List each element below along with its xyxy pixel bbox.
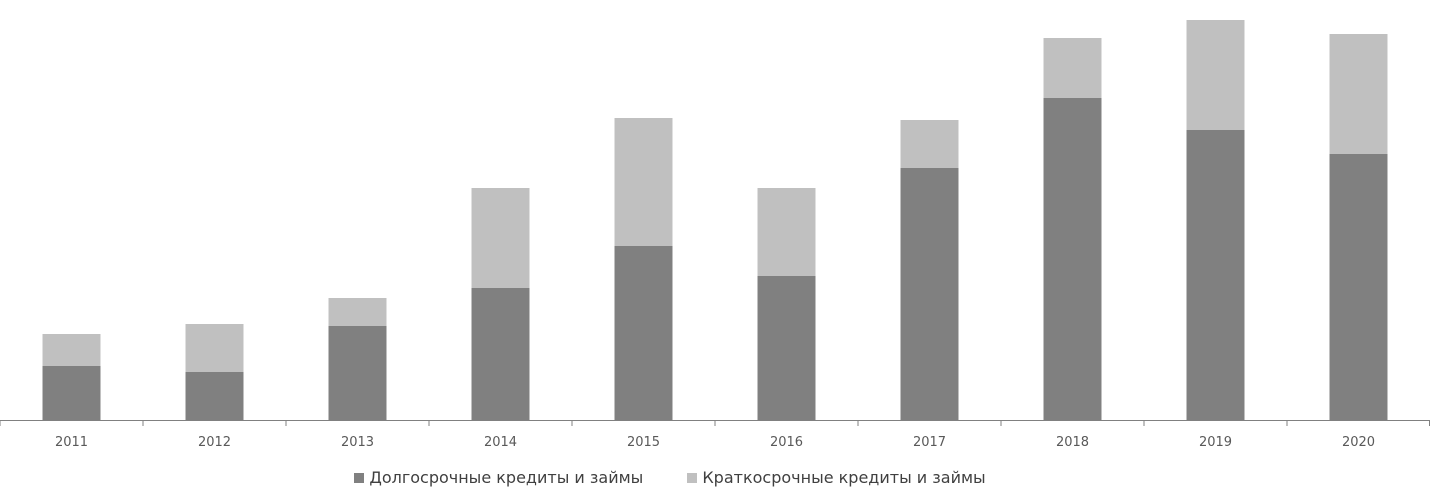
bar-2019-series-0 <box>1186 130 1245 420</box>
bar-2020-series-1 <box>1329 34 1388 154</box>
bar-2018-series-0 <box>1043 98 1102 420</box>
bar-2017-series-1 <box>900 120 959 168</box>
legend-swatch-short-term <box>687 472 698 483</box>
legend-label-short-term: Краткосрочные кредиты и займы <box>702 468 986 487</box>
legend-label-long-term: Долгосрочные кредиты и займы <box>369 468 644 487</box>
bar-2015-series-1 <box>614 118 673 246</box>
bar-2012-series-0 <box>185 372 244 420</box>
x-tick-label-2018: 2018 <box>1056 435 1089 450</box>
x-tick-label-2015: 2015 <box>627 435 660 450</box>
x-tick-label-2019: 2019 <box>1199 435 1232 450</box>
bar-2013-series-1 <box>328 298 387 326</box>
x-tick-label-2014: 2014 <box>484 435 517 450</box>
bar-2017-series-0 <box>900 168 959 420</box>
bars-group <box>42 20 1388 420</box>
x-tick-label-2017: 2017 <box>913 435 946 450</box>
bar-2016-series-0 <box>757 276 816 420</box>
bar-2014-series-0 <box>471 288 530 420</box>
bar-2016-series-1 <box>757 188 816 276</box>
x-axis-labels: 2011 2012 2013 2014 2015 2016 2017 2018 2019 2020 <box>55 435 1375 450</box>
legend-swatch-long-term <box>354 472 365 483</box>
legend-item-short-term: Краткосрочные кредиты и займы <box>687 468 986 487</box>
legend: Долгосрочные кредиты и займы Краткосрочн… <box>0 468 1340 487</box>
bar-2012-series-1 <box>185 324 244 372</box>
x-axis-ticks <box>0 420 1430 426</box>
bar-2011-series-0 <box>42 366 101 420</box>
bar-2018-series-1 <box>1043 38 1102 98</box>
bar-2014-series-1 <box>471 188 530 288</box>
chart: 2011 2012 2013 2014 2015 2016 2017 2018 2019 2020 <box>0 20 1430 450</box>
x-tick-label-2011: 2011 <box>55 435 88 450</box>
bar-2013-series-0 <box>328 326 387 420</box>
legend-item-long-term: Долгосрочные кредиты и займы <box>354 468 643 487</box>
bar-2011-series-1 <box>42 334 101 366</box>
x-tick-label-2013: 2013 <box>341 435 374 450</box>
bar-2019-series-1 <box>1186 20 1245 130</box>
bar-2015-series-0 <box>614 246 673 420</box>
x-tick-label-2016: 2016 <box>770 435 803 450</box>
bar-2020-series-0 <box>1329 154 1388 420</box>
x-tick-label-2020: 2020 <box>1342 435 1375 450</box>
x-tick-label-2012: 2012 <box>198 435 231 450</box>
